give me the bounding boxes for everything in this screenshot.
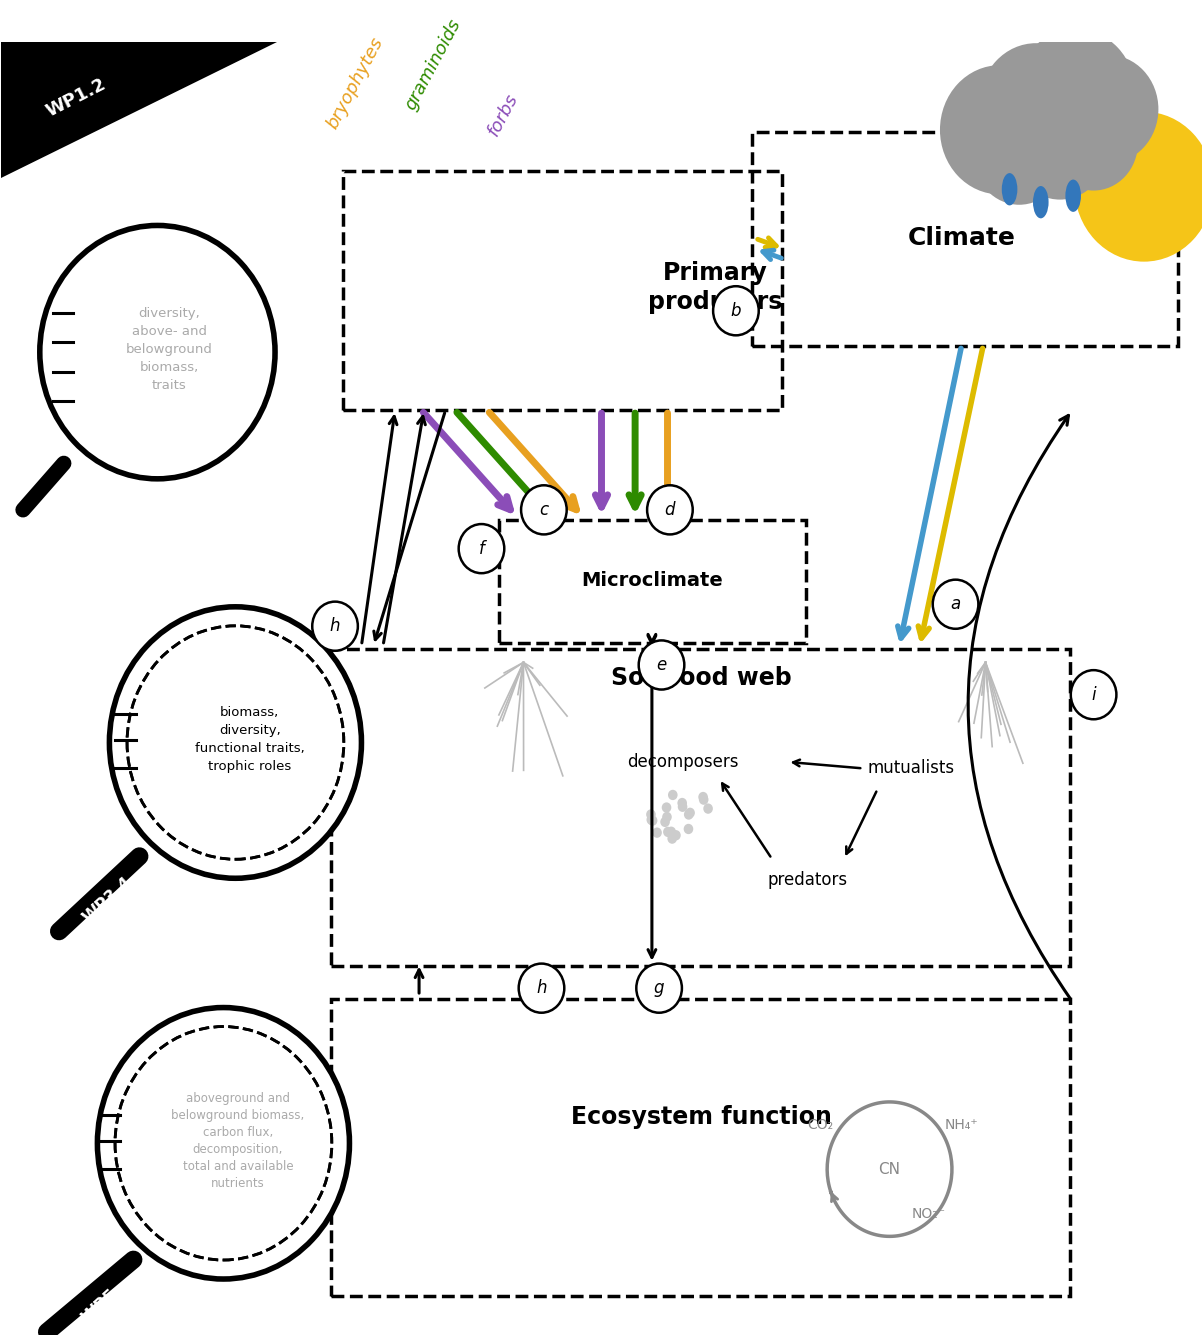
Circle shape xyxy=(1071,671,1116,719)
Text: decomposers: decomposers xyxy=(628,754,739,771)
Circle shape xyxy=(1074,112,1203,262)
Circle shape xyxy=(666,827,676,836)
Bar xyxy=(332,998,1069,1296)
Circle shape xyxy=(671,830,681,840)
Circle shape xyxy=(662,803,671,812)
Circle shape xyxy=(1015,29,1136,158)
Text: WP5: WP5 xyxy=(78,1285,122,1327)
Circle shape xyxy=(677,802,687,812)
Text: forbs: forbs xyxy=(485,91,522,139)
Circle shape xyxy=(646,810,656,820)
Bar xyxy=(752,132,1178,346)
Text: e: e xyxy=(657,656,666,673)
Circle shape xyxy=(973,107,1065,204)
Circle shape xyxy=(40,226,275,478)
Text: i: i xyxy=(1091,685,1096,704)
Circle shape xyxy=(713,286,759,335)
Circle shape xyxy=(109,607,361,878)
Circle shape xyxy=(683,824,693,834)
FancyArrowPatch shape xyxy=(968,415,1071,999)
Circle shape xyxy=(677,798,687,808)
Text: bryophytes: bryophytes xyxy=(324,35,387,132)
Circle shape xyxy=(698,792,707,802)
Text: aboveground and
belowground biomass,
carbon flux,
decomposition,
total and avail: aboveground and belowground biomass, car… xyxy=(171,1092,304,1189)
Text: a: a xyxy=(950,596,961,613)
Text: Ecosystem function: Ecosystem function xyxy=(570,1105,831,1129)
Text: CO₂: CO₂ xyxy=(807,1118,832,1132)
Text: graminoids: graminoids xyxy=(402,16,466,114)
Circle shape xyxy=(668,790,677,800)
Text: NO₂⁻: NO₂⁻ xyxy=(912,1208,947,1221)
Text: h: h xyxy=(537,979,546,997)
Text: diversity,
above- and
belowground
biomass,
traits: diversity, above- and belowground biomas… xyxy=(126,307,213,391)
Text: Microclimate: Microclimate xyxy=(581,572,723,591)
Text: h: h xyxy=(330,617,340,635)
Bar xyxy=(332,649,1069,966)
Circle shape xyxy=(1012,96,1108,199)
Circle shape xyxy=(518,963,564,1013)
Circle shape xyxy=(97,1007,349,1279)
Text: CN: CN xyxy=(878,1161,901,1177)
Circle shape xyxy=(458,524,504,573)
Circle shape xyxy=(639,640,685,689)
Circle shape xyxy=(663,827,672,838)
Circle shape xyxy=(313,601,357,651)
Circle shape xyxy=(647,485,693,534)
Text: WP3.4: WP3.4 xyxy=(78,874,136,927)
Ellipse shape xyxy=(1066,179,1081,212)
Circle shape xyxy=(662,812,671,822)
Circle shape xyxy=(686,808,695,818)
Circle shape xyxy=(668,834,677,844)
Circle shape xyxy=(940,65,1060,195)
Text: Primary
producers: Primary producers xyxy=(648,261,783,314)
Circle shape xyxy=(1057,55,1158,163)
Circle shape xyxy=(704,803,713,814)
Circle shape xyxy=(660,816,670,827)
Circle shape xyxy=(699,795,709,804)
Ellipse shape xyxy=(1002,174,1018,206)
Text: c: c xyxy=(539,501,549,518)
Circle shape xyxy=(1049,95,1138,191)
Text: predators: predators xyxy=(768,871,848,888)
Text: b: b xyxy=(730,302,741,319)
Circle shape xyxy=(646,815,656,824)
Circle shape xyxy=(652,827,662,838)
Text: mutualists: mutualists xyxy=(867,759,955,778)
Text: biomass,
diversity,
functional traits,
trophic roles: biomass, diversity, functional traits, t… xyxy=(195,707,304,774)
Text: Climate: Climate xyxy=(907,226,1015,250)
Text: NH₄⁺: NH₄⁺ xyxy=(944,1118,978,1132)
Text: d: d xyxy=(665,501,675,518)
Bar xyxy=(499,520,806,643)
Text: WP1.2: WP1.2 xyxy=(43,75,108,120)
Circle shape xyxy=(685,810,693,820)
Ellipse shape xyxy=(1033,186,1049,218)
Text: g: g xyxy=(654,979,664,997)
Circle shape xyxy=(932,580,978,629)
Text: Soil food web: Soil food web xyxy=(611,665,792,689)
Polygon shape xyxy=(49,236,158,468)
Text: f: f xyxy=(479,540,485,557)
Polygon shape xyxy=(1,41,278,178)
Bar xyxy=(343,171,782,410)
Circle shape xyxy=(636,963,682,1013)
Circle shape xyxy=(647,815,657,826)
Circle shape xyxy=(979,43,1092,164)
Circle shape xyxy=(521,485,567,534)
